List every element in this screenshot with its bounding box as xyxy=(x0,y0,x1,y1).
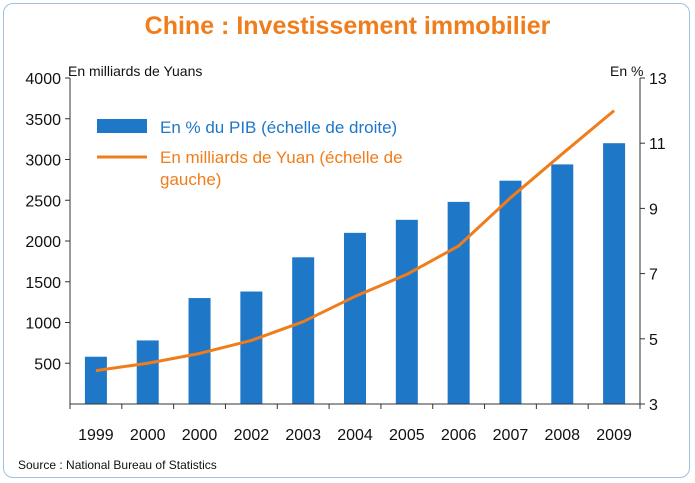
bar xyxy=(292,257,315,404)
legend-label-line-2: gauche) xyxy=(160,170,221,189)
x-tick-label: 2002 xyxy=(234,427,270,444)
right-tick-label: 7 xyxy=(649,267,658,284)
axes: 500 1000 1500 2000 2500 3000 3500 4000 3 5 7 9 11 13 1… xyxy=(25,71,666,444)
x-tick-label: 1999 xyxy=(78,427,114,444)
right-tick-label: 3 xyxy=(649,397,658,414)
x-tick-label: 2008 xyxy=(544,427,580,444)
right-tick-label: 13 xyxy=(649,71,667,88)
right-tick-label: 5 xyxy=(649,332,658,349)
x-tick-label: 2003 xyxy=(285,427,321,444)
x-tick-label: 2006 xyxy=(441,427,477,444)
bar xyxy=(84,356,107,404)
bar xyxy=(551,164,574,404)
left-tick-label: 3500 xyxy=(25,112,61,129)
legend-label-line: En milliards de Yuan (échelle de xyxy=(160,148,403,167)
bar xyxy=(499,180,522,404)
left-tick-label: 2500 xyxy=(25,193,61,210)
source-note: Source : National Bureau of Statistics xyxy=(18,458,217,472)
right-tick-label: 11 xyxy=(649,136,666,153)
x-tick-label: 2007 xyxy=(493,427,529,444)
x-tick-label: 2009 xyxy=(596,427,632,444)
bar xyxy=(603,143,626,404)
bar xyxy=(188,298,211,404)
right-tick-label: 9 xyxy=(649,201,658,218)
right-axis-unit-label: En % xyxy=(610,63,644,79)
line-series xyxy=(95,109,616,373)
left-tick-label: 500 xyxy=(34,356,61,373)
x-tick-label: 2000 xyxy=(130,427,166,444)
left-tick-label: 1500 xyxy=(25,275,61,292)
left-tick-label: 2000 xyxy=(25,234,61,251)
left-tick-label: 4000 xyxy=(25,71,61,88)
chart-title: Chine : Investissement immobilier xyxy=(144,12,551,40)
bar xyxy=(136,340,159,404)
x-tick-label: 2000 xyxy=(182,427,218,444)
x-tick-label: 2004 xyxy=(337,427,373,444)
legend-swatch-bar xyxy=(97,119,147,133)
bar xyxy=(395,219,418,404)
left-tick-label: 3000 xyxy=(25,153,61,170)
bar xyxy=(344,232,366,404)
bar-series xyxy=(84,143,626,404)
legend: En % du PIB (échelle de droite) En millia… xyxy=(97,118,403,189)
left-tick-label: 1000 xyxy=(25,316,61,333)
left-axis-unit-label: En milliards de Yuans xyxy=(68,63,203,79)
bar xyxy=(240,291,263,404)
legend-label-bar: En % du PIB (échelle de droite) xyxy=(160,118,397,137)
bar xyxy=(447,201,470,404)
x-tick-label: 2005 xyxy=(389,427,425,444)
